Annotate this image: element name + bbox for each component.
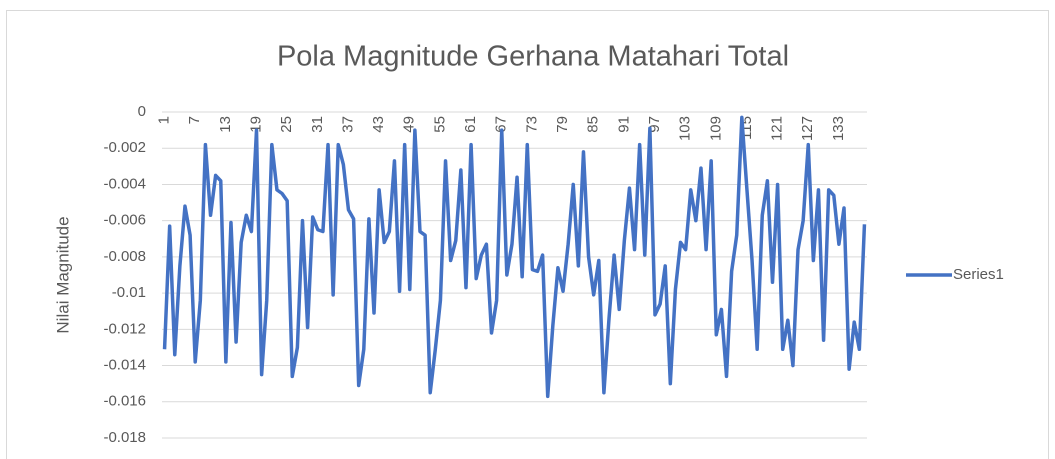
- x-tick-label: 61: [462, 116, 479, 133]
- legend-label: Series1: [953, 266, 1004, 283]
- x-tick-label: 109: [707, 116, 724, 141]
- x-tick-label: 55: [431, 116, 448, 133]
- x-tick-label: 121: [769, 116, 786, 141]
- chart-title: Pola Magnitude Gerhana Matahari Total: [277, 41, 789, 73]
- y-tick-label: -0.012: [103, 320, 146, 337]
- x-tick-label: 79: [554, 116, 571, 133]
- x-tick-label: 25: [278, 116, 295, 133]
- x-tick-label: 103: [677, 116, 694, 141]
- y-tick-label: -0.018: [103, 429, 146, 446]
- data-line: [162, 115, 867, 399]
- y-axis-title: Nilai Magnitude: [53, 216, 72, 333]
- x-tick-label: 73: [523, 116, 540, 133]
- x-tick-label: 127: [799, 116, 816, 141]
- x-tick-label: 37: [339, 116, 356, 133]
- x-tick-label: 49: [401, 116, 418, 133]
- y-tick-label: -0.016: [103, 393, 146, 410]
- x-tick-label: 85: [585, 116, 602, 133]
- x-tick-label: 133: [830, 116, 847, 141]
- x-tick-label: 43: [370, 116, 387, 133]
- y-tick-label: -0.008: [103, 248, 146, 265]
- chart-border: [6, 10, 1049, 459]
- x-tick-label: 1: [156, 116, 173, 124]
- x-tick-label: 91: [615, 116, 632, 133]
- x-tick-label: 7: [186, 116, 203, 124]
- x-tick-label: 31: [309, 116, 326, 133]
- y-tick-label: -0.002: [103, 139, 146, 156]
- x-tick-label: 67: [493, 116, 510, 133]
- y-tick-label: -0.01: [112, 284, 146, 301]
- x-tick-label: 19: [247, 116, 264, 133]
- x-tick-label: 13: [217, 116, 234, 133]
- y-tick-label: -0.006: [103, 212, 146, 229]
- y-tick-label: -0.014: [103, 357, 146, 374]
- y-tick-label: 0: [138, 103, 146, 120]
- y-tick-label: -0.004: [103, 175, 146, 192]
